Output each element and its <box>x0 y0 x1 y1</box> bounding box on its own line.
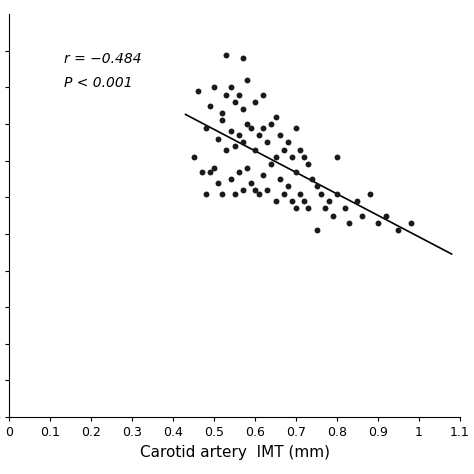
Point <box>198 168 206 175</box>
Point <box>227 84 234 91</box>
Point <box>304 205 312 212</box>
Point <box>214 179 222 186</box>
Text: P < 0.001: P < 0.001 <box>64 76 132 90</box>
Point <box>358 212 365 219</box>
Point <box>292 168 300 175</box>
Point <box>210 164 218 172</box>
Point <box>219 117 226 124</box>
Point <box>354 197 361 205</box>
Point <box>247 179 255 186</box>
Point <box>219 109 226 117</box>
Point <box>272 153 279 161</box>
Point <box>276 175 283 183</box>
Point <box>313 182 320 190</box>
Point <box>341 205 349 212</box>
Point <box>231 98 238 106</box>
Point <box>219 190 226 198</box>
Point <box>227 128 234 135</box>
Point <box>194 87 201 95</box>
Point <box>383 212 390 219</box>
Point <box>276 131 283 139</box>
Point <box>292 205 300 212</box>
Point <box>272 197 279 205</box>
Point <box>190 153 198 161</box>
Point <box>309 175 316 183</box>
Point <box>239 55 246 62</box>
Point <box>223 91 230 99</box>
Point <box>366 190 374 198</box>
Point <box>288 197 296 205</box>
Point <box>239 186 246 194</box>
Point <box>259 172 267 179</box>
Point <box>206 102 214 109</box>
Point <box>202 190 210 198</box>
Point <box>259 91 267 99</box>
Point <box>259 124 267 132</box>
Point <box>296 146 304 154</box>
Point <box>264 186 271 194</box>
Point <box>210 84 218 91</box>
Point <box>251 146 259 154</box>
Point <box>239 138 246 146</box>
Point <box>280 190 288 198</box>
Point <box>231 142 238 150</box>
Point <box>301 153 308 161</box>
Point <box>321 205 328 212</box>
Point <box>272 113 279 120</box>
Text: r = −0.484: r = −0.484 <box>64 52 141 65</box>
Point <box>288 153 296 161</box>
Point <box>374 219 382 227</box>
Point <box>243 164 251 172</box>
Point <box>251 98 259 106</box>
Point <box>407 219 414 227</box>
Point <box>239 106 246 113</box>
Point <box>247 124 255 132</box>
Point <box>227 175 234 183</box>
Point <box>202 124 210 132</box>
Point <box>333 190 341 198</box>
Point <box>333 153 341 161</box>
Point <box>243 120 251 128</box>
Point <box>255 131 263 139</box>
Point <box>296 190 304 198</box>
Point <box>268 161 275 168</box>
Point <box>280 146 288 154</box>
Point <box>251 186 259 194</box>
Point <box>394 227 402 234</box>
Point <box>223 146 230 154</box>
Point <box>206 168 214 175</box>
X-axis label: Carotid artery  IMT (mm): Carotid artery IMT (mm) <box>140 445 329 460</box>
Point <box>235 91 243 99</box>
Point <box>255 190 263 198</box>
Point <box>235 168 243 175</box>
Point <box>317 190 324 198</box>
Point <box>264 138 271 146</box>
Point <box>346 219 353 227</box>
Point <box>313 227 320 234</box>
Point <box>223 51 230 58</box>
Point <box>235 131 243 139</box>
Point <box>214 135 222 143</box>
Point <box>243 76 251 84</box>
Point <box>268 120 275 128</box>
Point <box>292 124 300 132</box>
Point <box>301 197 308 205</box>
Point <box>329 212 337 219</box>
Point <box>284 138 292 146</box>
Point <box>325 197 333 205</box>
Point <box>231 190 238 198</box>
Point <box>284 182 292 190</box>
Point <box>304 161 312 168</box>
